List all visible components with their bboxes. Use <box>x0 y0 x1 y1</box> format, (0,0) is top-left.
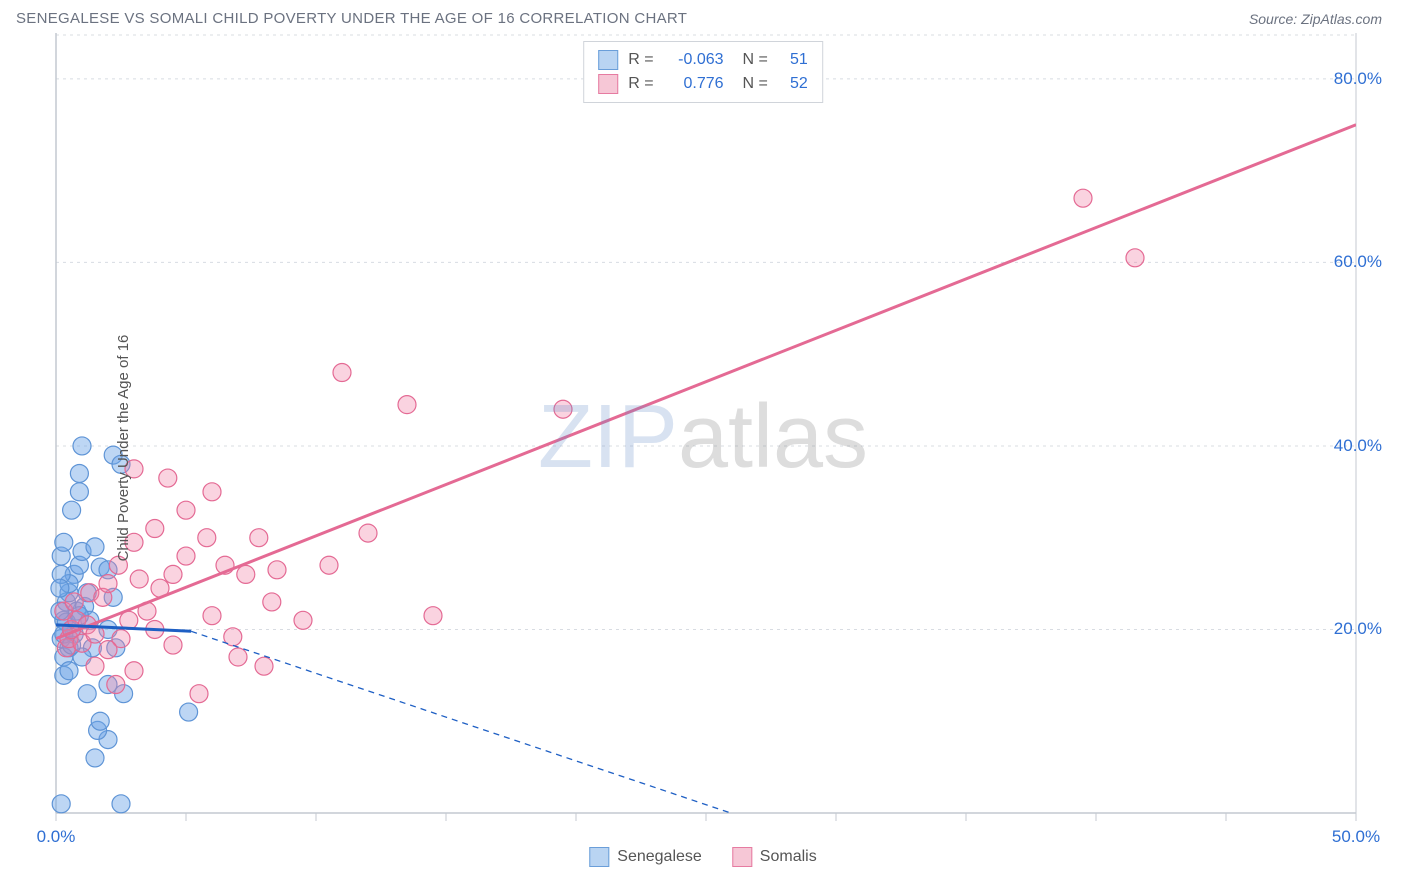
legend-item: Somalis <box>732 847 817 867</box>
legend-label: Somalis <box>760 848 817 866</box>
y-tick-label: 40.0% <box>1334 436 1382 456</box>
legend-label: Senegalese <box>617 848 702 866</box>
scatter-plot <box>16 33 1390 863</box>
x-tick-label: 50.0% <box>1332 827 1380 847</box>
legend-swatch <box>732 847 752 867</box>
x-tick-label: 0.0% <box>37 827 76 847</box>
legend-swatch <box>589 847 609 867</box>
stat-r-label: R = <box>628 75 653 93</box>
stat-n-value: 51 <box>778 51 808 69</box>
stat-r-value: 0.776 <box>664 75 724 93</box>
bottom-legend: Senegalese Somalis <box>589 847 816 867</box>
stat-r-value: -0.063 <box>664 51 724 69</box>
y-tick-label: 60.0% <box>1334 252 1382 272</box>
stat-n-label: N = <box>734 75 768 93</box>
y-axis-title: Child Poverty Under the Age of 16 <box>115 335 132 562</box>
stat-r-label: R = <box>628 51 653 69</box>
chart-title: SENEGALESE VS SOMALI CHILD POVERTY UNDER… <box>16 10 687 27</box>
legend-swatch <box>598 50 618 70</box>
stat-n-value: 52 <box>778 75 808 93</box>
legend-swatch <box>598 74 618 94</box>
y-tick-label: 80.0% <box>1334 69 1382 89</box>
chart-area: Child Poverty Under the Age of 16 ZIPatl… <box>16 33 1390 863</box>
y-tick-label: 20.0% <box>1334 619 1382 639</box>
source-label: Source: ZipAtlas.com <box>1249 11 1382 27</box>
stat-n-label: N = <box>734 51 768 69</box>
legend-stats-row: R = -0.063 N = 51 <box>598 48 808 72</box>
legend-item: Senegalese <box>589 847 702 867</box>
legend-stats-box: R = -0.063 N = 51 R = 0.776 N = 52 <box>583 41 823 103</box>
legend-stats-row: R = 0.776 N = 52 <box>598 72 808 96</box>
